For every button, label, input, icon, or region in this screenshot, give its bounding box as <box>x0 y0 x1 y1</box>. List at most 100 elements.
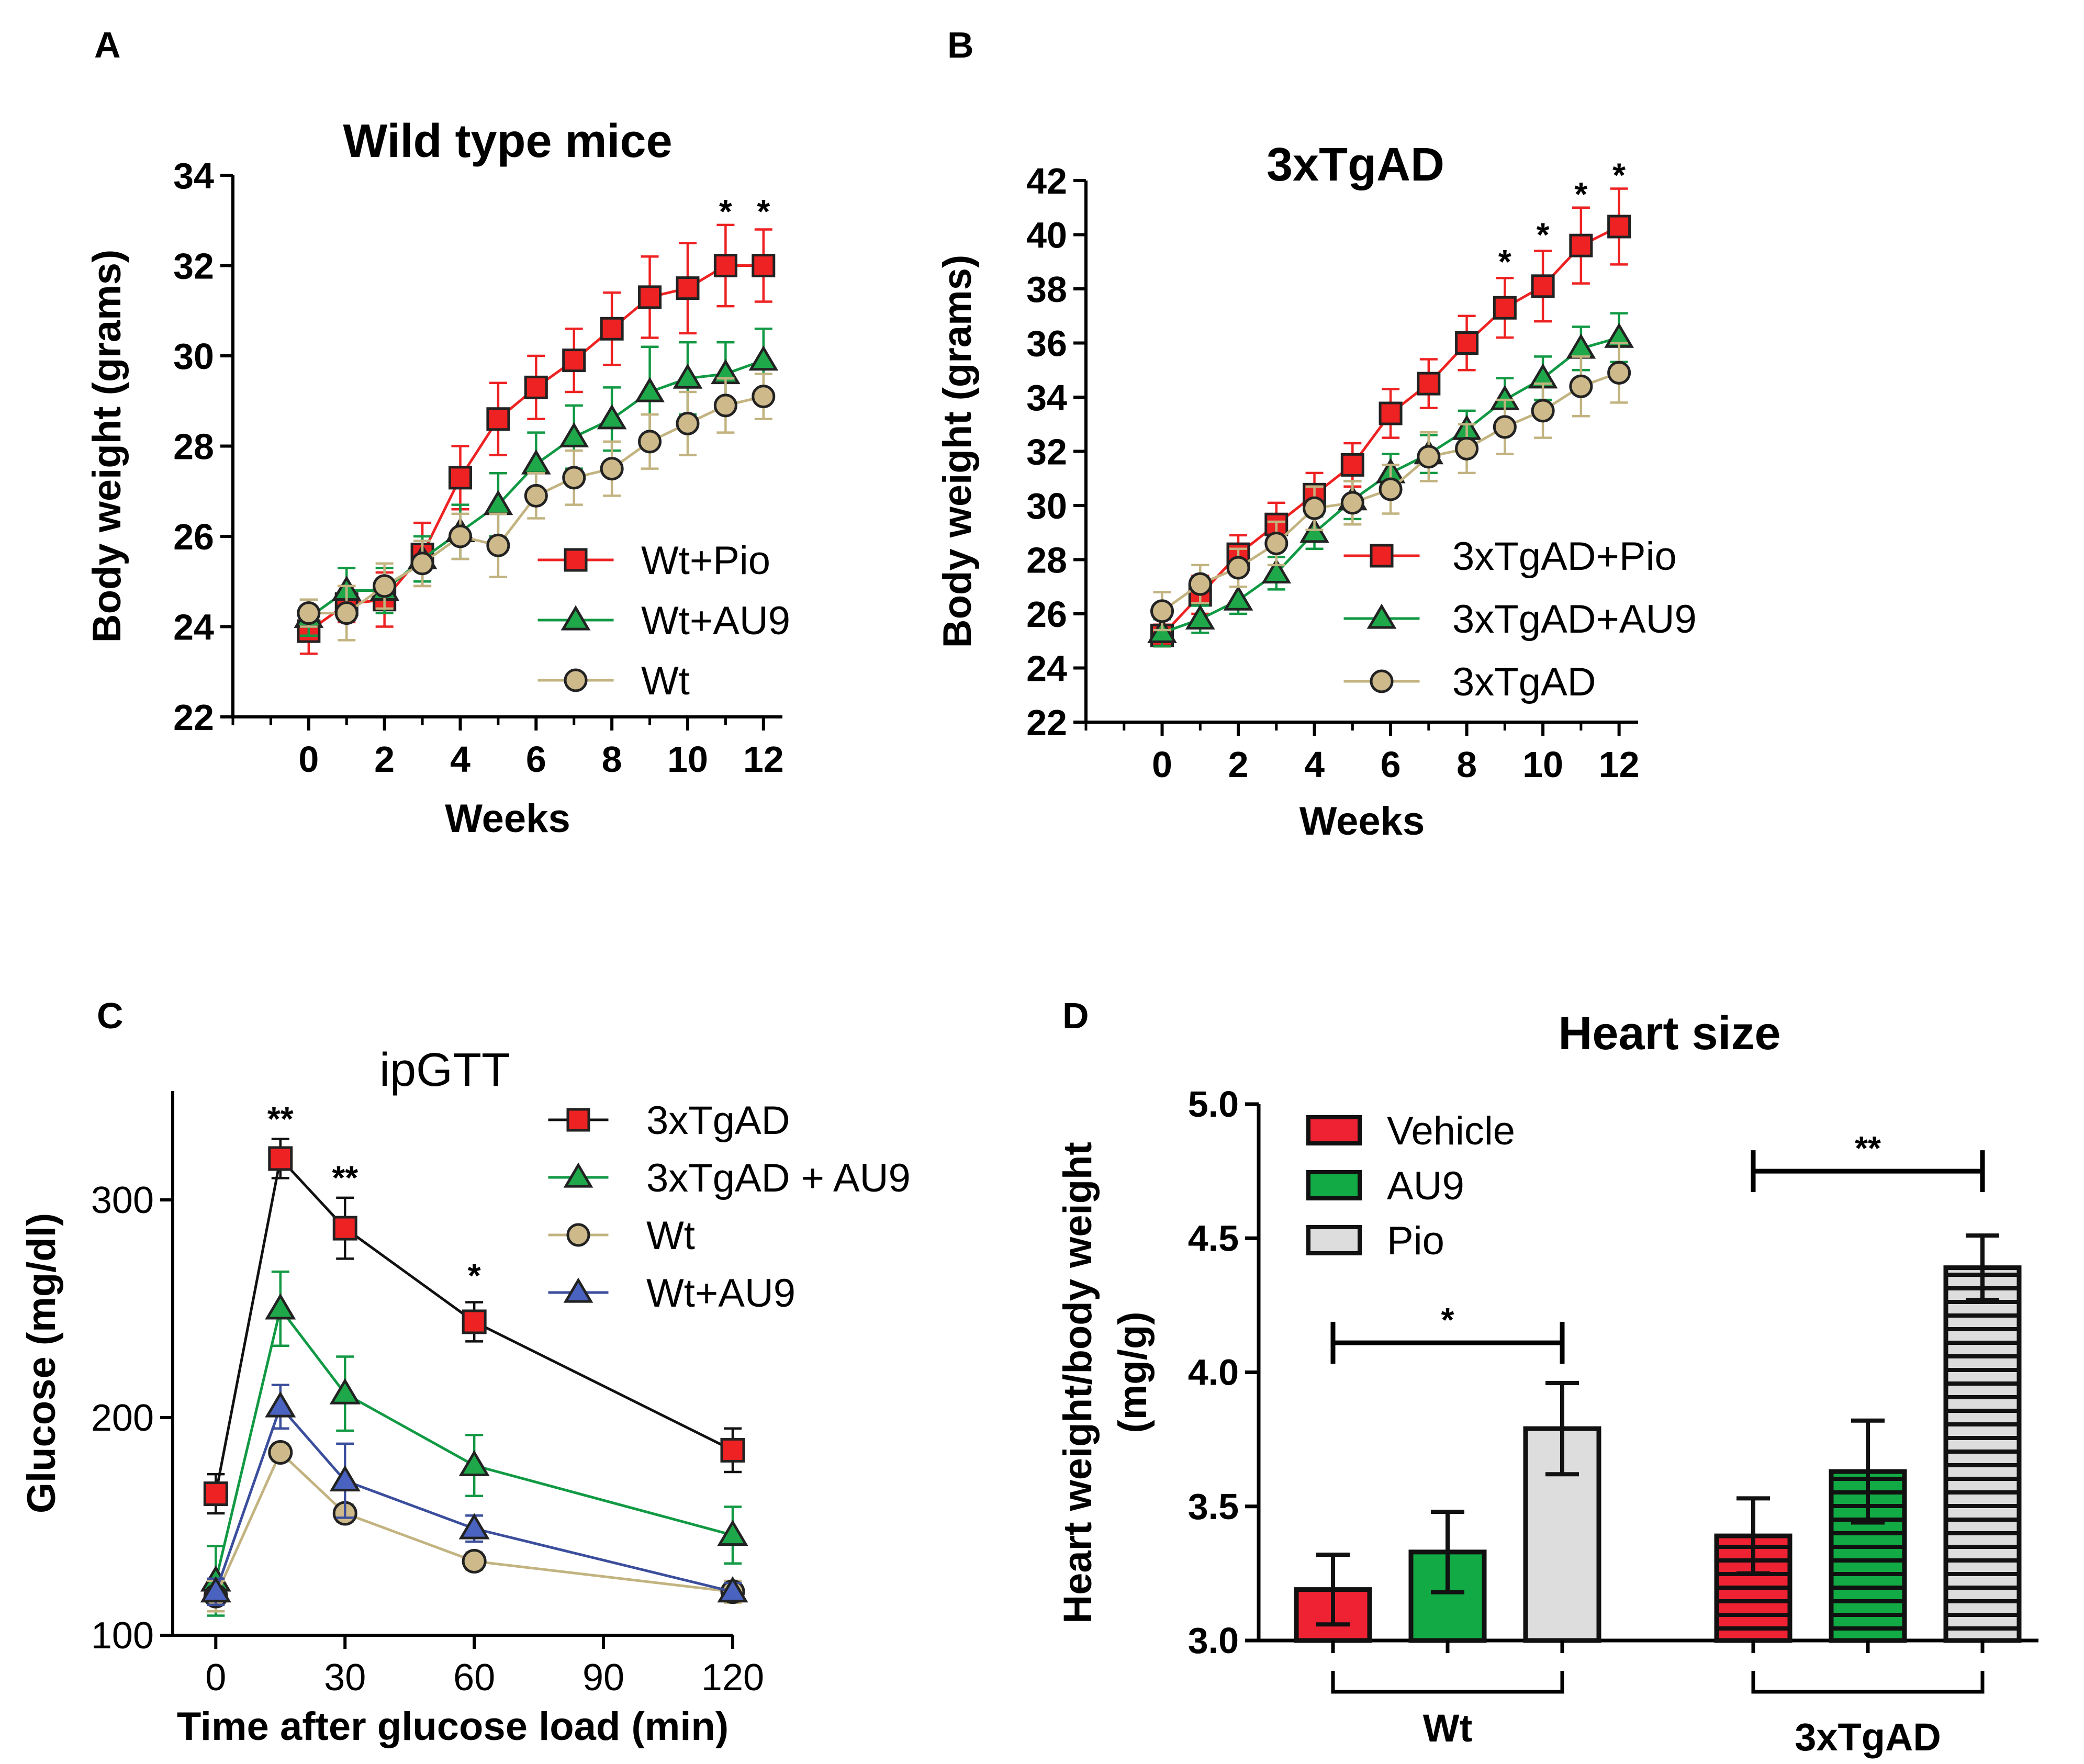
data-point <box>600 457 624 481</box>
data-point <box>713 394 737 418</box>
legend-marker <box>1366 603 1397 629</box>
group-label: Wt <box>1423 1706 1473 1750</box>
series-wt-au9 <box>200 1384 748 1606</box>
bar-3xtgad-pio <box>1943 1265 2022 1643</box>
data-point <box>1264 531 1289 555</box>
data-point <box>720 1437 745 1463</box>
data-point <box>410 552 434 576</box>
legend-label: 3xTgAD <box>646 1098 790 1143</box>
x-tick-label: 2 <box>374 739 395 780</box>
data-point <box>1379 401 1403 425</box>
data-point <box>1607 215 1631 239</box>
legend-swatch <box>1306 1225 1362 1255</box>
error-bar <box>1736 1496 1770 1576</box>
legend-label: Vehicle <box>1387 1109 1515 1153</box>
data-point <box>373 574 397 598</box>
data-point <box>559 422 589 447</box>
error-bar <box>1316 1553 1350 1627</box>
y-tick-label: 28 <box>1026 540 1067 581</box>
error-bar <box>1966 1233 1999 1302</box>
x-tick-label: 30 <box>324 1657 366 1699</box>
legend: Vehicle AU9 Pio <box>1306 1109 1515 1263</box>
legend-label: 3xTgAD <box>1452 660 1596 704</box>
y-tick-label: 32 <box>173 246 214 287</box>
data-point <box>448 524 472 548</box>
panel-letter: C <box>97 995 124 1036</box>
y-tick-label: 34 <box>173 155 214 196</box>
data-point <box>462 1549 487 1574</box>
legend-marker <box>566 1223 590 1247</box>
data-point <box>458 1513 490 1540</box>
significance-mark: ** <box>1855 1129 1881 1167</box>
legend: Wt+Pio Wt+AU9 Wt <box>537 538 790 703</box>
significance-mark: * <box>1612 156 1626 194</box>
legend-item-wt-pio: Wt+Pio <box>537 538 770 583</box>
bar-group-wt: Wt <box>1294 1381 1601 1750</box>
legend-item-wt: Wt <box>548 1214 695 1258</box>
x-tick-label: 4 <box>450 739 470 780</box>
x-tick-label: 4 <box>1304 744 1325 785</box>
data-point <box>265 1391 296 1418</box>
y-axis-label: Body weight (grams) <box>935 255 980 648</box>
data-point <box>1455 331 1479 355</box>
x-tick-label: 0 <box>1152 744 1172 785</box>
chart-title: ipGTT <box>379 1044 510 1096</box>
x-tick-label: 6 <box>526 739 546 780</box>
significance-mark: * <box>1574 175 1587 213</box>
x-tick-label: 6 <box>1381 744 1401 785</box>
data-point <box>521 449 551 475</box>
legend-marker <box>563 1277 593 1303</box>
legend-label: Wt+AU9 <box>641 599 790 643</box>
legend-label: 3xTgAD + AU9 <box>646 1156 911 1200</box>
y-tick-label: 26 <box>1026 594 1067 635</box>
legend: 3xTgAD 3xTgAD + AU9 Wt Wt+AU9 <box>548 1098 911 1316</box>
chart-title: Heart size <box>1558 1007 1780 1060</box>
data-point <box>1531 399 1555 423</box>
data-point <box>597 404 627 430</box>
data-point <box>562 349 586 373</box>
bar-group-3xtgad: 3xTgAD <box>1714 1233 2022 1759</box>
y-tick-label: 4.5 <box>1188 1218 1239 1259</box>
y-axis-label: Glucose (mg/dl) <box>19 1213 64 1513</box>
y-axis-label: Body weight (grams) <box>85 250 129 643</box>
y-tick-label: 30 <box>173 336 214 377</box>
y-tick-label: 3.0 <box>1188 1620 1239 1661</box>
chart-title: 3xTgAD <box>1267 139 1444 191</box>
y-tick-label: 38 <box>1026 269 1067 310</box>
data-point <box>1188 572 1212 596</box>
y-tick-label: 36 <box>1026 323 1067 364</box>
y-tick-label: 42 <box>1026 161 1067 201</box>
significance-mark: * <box>1441 1301 1454 1339</box>
data-point <box>486 533 510 557</box>
error-bar <box>1431 1510 1464 1594</box>
x-tick-label: 0 <box>298 739 319 780</box>
data-point <box>713 254 737 277</box>
legend-marker <box>1370 544 1394 568</box>
y-tick-label: 28 <box>173 426 214 467</box>
data-point <box>458 1450 490 1476</box>
legend-label: Wt+AU9 <box>646 1271 795 1316</box>
data-point <box>717 1519 748 1546</box>
data-point <box>268 1440 293 1465</box>
data-point <box>1607 361 1631 385</box>
y-tick-label: 3.5 <box>1188 1486 1239 1527</box>
y-tick-label: 4.0 <box>1188 1352 1239 1393</box>
panel-letter: B <box>947 25 974 65</box>
y-tick-label: 5.0 <box>1188 1084 1239 1125</box>
significance-mark: ** <box>267 1100 294 1138</box>
error-bar <box>1851 1418 1885 1525</box>
data-point <box>1493 415 1517 439</box>
data-point <box>562 466 586 490</box>
x-tick-label: 12 <box>743 739 784 780</box>
legend-marker <box>564 668 588 692</box>
y-tick-label: 100 <box>91 1615 154 1657</box>
significance-mark: * <box>1498 243 1511 280</box>
panel-D: D Heart size 3.0 3.5 4.0 4.5 5.0 Heart weight/b… <box>1056 995 2038 1759</box>
series-3xtgad <box>203 1138 745 1515</box>
significance-bracket: * <box>1330 1301 1565 1364</box>
data-point <box>1569 233 1593 257</box>
data-point <box>486 407 510 431</box>
legend-label: Wt <box>646 1214 695 1258</box>
x-tick-label: 12 <box>1599 744 1640 785</box>
y-tick-label: 300 <box>91 1179 154 1221</box>
